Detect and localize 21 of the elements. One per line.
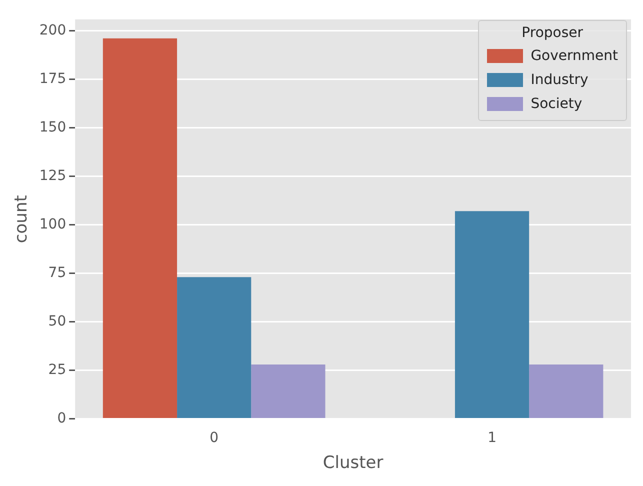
y-tick-label: 200 [39, 22, 66, 38]
bar [251, 364, 326, 418]
y-tick-label: 150 [39, 119, 66, 136]
y-tick-label: 75 [48, 264, 66, 281]
legend-label: Government [530, 48, 618, 64]
bar [102, 38, 178, 418]
y-tick-label: 175 [39, 70, 66, 87]
legend-label: Society [530, 96, 582, 112]
y-tick-label: 50 [48, 313, 66, 330]
bar [177, 277, 252, 418]
x-axis-title: Cluster [322, 453, 384, 474]
y-tick-label: 25 [48, 362, 66, 378]
bar [529, 364, 604, 418]
legend-label: Industry [530, 72, 588, 88]
bar [454, 211, 530, 418]
x-tick-label: 1 [488, 430, 496, 446]
y-axis-title: count [12, 194, 32, 244]
y-tick-label: 0 [57, 410, 66, 426]
y-tick-label: 125 [39, 168, 66, 184]
legend-title: Proposer [520, 25, 584, 41]
y-tick-label: 100 [39, 216, 66, 232]
